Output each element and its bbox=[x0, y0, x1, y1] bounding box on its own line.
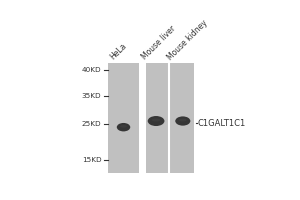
Ellipse shape bbox=[148, 116, 164, 126]
Ellipse shape bbox=[175, 116, 190, 126]
Ellipse shape bbox=[117, 123, 130, 131]
Ellipse shape bbox=[179, 119, 187, 121]
Text: Mouse liver: Mouse liver bbox=[140, 24, 178, 62]
Text: 35KD: 35KD bbox=[82, 93, 101, 99]
Ellipse shape bbox=[152, 119, 160, 122]
Text: 25KD: 25KD bbox=[82, 121, 101, 127]
Ellipse shape bbox=[120, 125, 127, 128]
Text: Mouse kidney: Mouse kidney bbox=[166, 18, 210, 62]
Text: HeLa: HeLa bbox=[108, 42, 128, 62]
Text: 15KD: 15KD bbox=[82, 157, 101, 163]
Text: 40KD: 40KD bbox=[82, 67, 101, 73]
Bar bbox=[108, 63, 139, 173]
Bar bbox=[146, 63, 194, 173]
Text: C1GALT1C1: C1GALT1C1 bbox=[198, 119, 246, 128]
